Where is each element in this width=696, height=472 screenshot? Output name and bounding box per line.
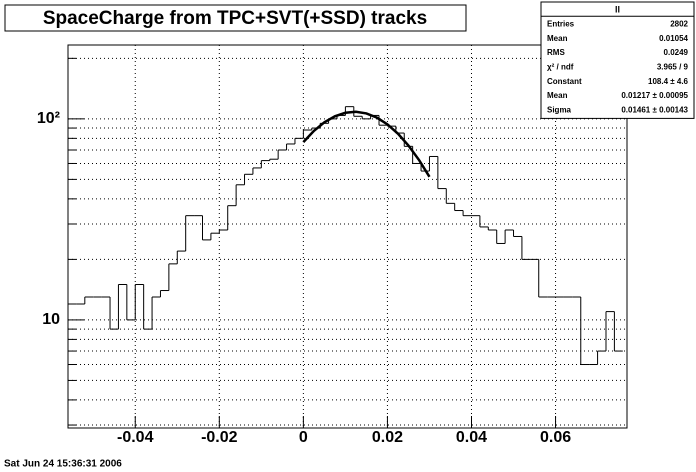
stats-label: Mean [547, 91, 568, 100]
stats-value: 2802 [670, 20, 688, 29]
stats-label: Constant [547, 77, 582, 86]
chart-title: SpaceCharge from TPC+SVT(+SSD) tracks [43, 8, 427, 29]
title-box [4, 4, 467, 32]
y-tick-label: 10 [42, 311, 60, 328]
x-tick-label: -0.02 [201, 429, 238, 446]
stats-box [540, 1, 695, 119]
x-tick-label: -0.04 [117, 429, 154, 446]
stats-value: 0.01461 ± 0.00143 [621, 105, 688, 114]
frame [67, 44, 628, 429]
y-tick-label: 10² [37, 110, 60, 127]
x-tick-label: 0.04 [456, 429, 487, 446]
stats-value: 3.965 / 9 [657, 62, 689, 71]
timestamp: Sat Jun 24 15:36:31 2006 [4, 459, 122, 470]
fit-curve [302, 110, 431, 178]
x-tick-label: 0.02 [372, 429, 403, 446]
x-tick-label: 0.06 [540, 429, 571, 446]
stats-label: Entries [547, 20, 575, 29]
stats-label: Sigma [547, 105, 572, 114]
stats-value: 108.4 ± 4.6 [648, 77, 689, 86]
stats-value: 0.0249 [664, 48, 689, 57]
stats-value: 0.01217 ± 0.00095 [621, 91, 688, 100]
stats-label: RMS [547, 48, 565, 57]
stats-label: χ² / ndf [547, 62, 574, 71]
stats-value: 0.01054 [659, 34, 688, 43]
stats-label: Mean [547, 34, 568, 43]
stats-title: ll [615, 5, 620, 15]
x-tick-label: 0 [299, 429, 308, 446]
